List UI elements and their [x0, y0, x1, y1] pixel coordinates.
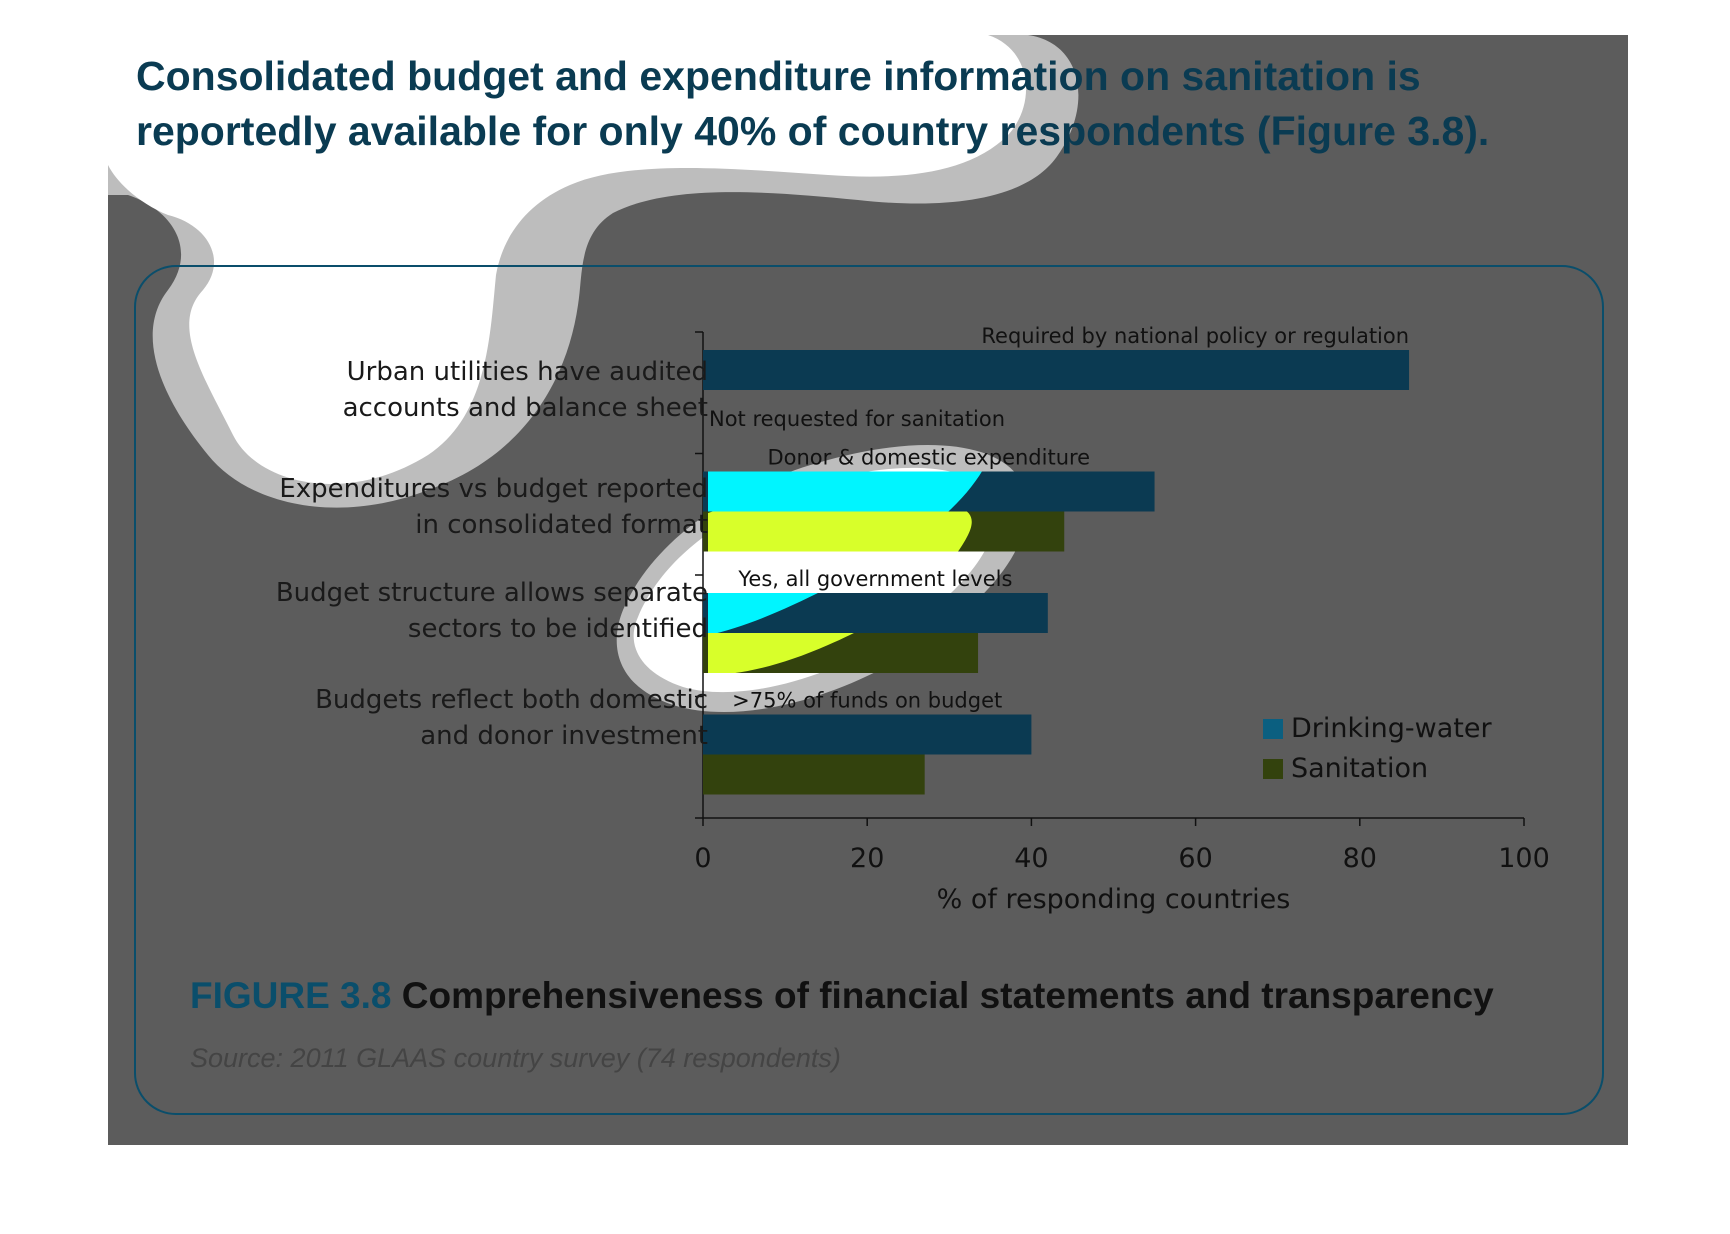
- bar-drinking-water-0: [703, 350, 1410, 390]
- x-tick-label-80: 80: [1343, 843, 1377, 874]
- bar-highlight-drinking-water-1: [708, 471, 998, 512]
- bar-drinking-water-3: [703, 714, 1032, 755]
- annotation-1: Donor & domestic expenditure: [767, 446, 1090, 470]
- figure-frame: [134, 265, 1604, 1115]
- category-label-audited-accounts: Urban utilities have audited accounts and…: [342, 357, 708, 423]
- x-tick-label-60: 60: [1178, 843, 1212, 874]
- figure-caption: FIGURE 3.8 Comprehensiveness of financia…: [190, 975, 1494, 1017]
- figure-number: FIGURE 3.8: [190, 975, 392, 1016]
- x-axis-label: % of responding countries: [937, 884, 1291, 915]
- category-label-domestic-donor: Budgets reflect both domestic and donor i…: [315, 685, 708, 751]
- legend-item-drinking-water: Drinking-water: [1263, 713, 1492, 744]
- annotation-0: Required by national policy or regulatio…: [981, 324, 1409, 348]
- category-label-budget-structure: Budget structure allows separate sectors …: [275, 578, 708, 644]
- legend-item-sanitation: Sanitation: [1263, 753, 1428, 784]
- legend-swatch-sanitation: [1263, 758, 1283, 779]
- note-not-requested: Not requested for sanitation: [709, 407, 1005, 431]
- headline: Consolidated budget and expenditure info…: [136, 53, 1490, 154]
- category-label-expenditures-vs-budget: Expenditures vs budget reported in consol…: [279, 474, 708, 540]
- highlight-blob: [108, 35, 1027, 484]
- slide: Consolidated budget and expenditure info…: [108, 35, 1628, 1145]
- bar-sanitation-3: [703, 754, 925, 795]
- x-tick-label-100: 100: [1498, 843, 1550, 874]
- x-tick-label-0: 0: [694, 843, 711, 874]
- bar-highlight-sanitation-1: [708, 511, 972, 552]
- x-tick-label-20: 20: [850, 843, 884, 874]
- annotation-2: Yes, all government levels: [737, 567, 1012, 591]
- figure-source: Source: 2011 GLAAS country survey (74 re…: [190, 1043, 841, 1073]
- figure-title: Comprehensiveness of financial statement…: [401, 975, 1494, 1016]
- bar-chart: 0 20 40 60 80 100 % of responding countries Req…: [694, 324, 1550, 915]
- x-tick-label-40: 40: [1014, 843, 1048, 874]
- legend-swatch-drinking-water: [1263, 718, 1283, 739]
- annotation-3: >75% of funds on budget: [732, 689, 1002, 713]
